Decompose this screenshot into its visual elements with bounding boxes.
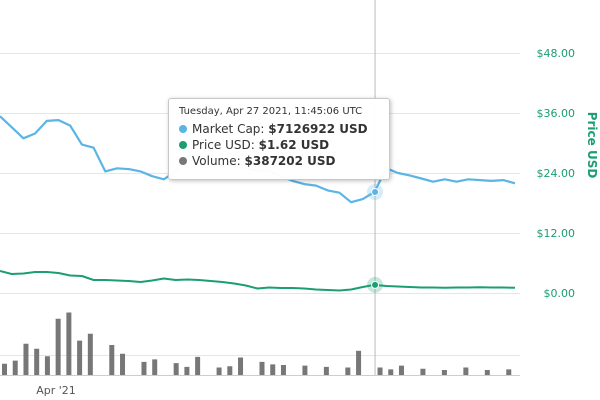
volume-bar [238, 357, 244, 375]
tooltip-row-market-cap: Market Cap: $7126922 USD [179, 121, 379, 137]
volume-bar [345, 367, 351, 375]
volume-bar [152, 359, 158, 375]
volume-bar [184, 366, 190, 375]
volume-bar [173, 363, 179, 375]
volume-bar [44, 356, 50, 375]
volume-bar [120, 353, 126, 375]
volume-bar [259, 361, 265, 375]
volume-bar [463, 367, 469, 375]
tooltip-row-volume: Volume: $387202 USD [179, 153, 379, 169]
volume-bar [66, 312, 72, 375]
volume-bar [484, 370, 490, 375]
volume-bar [195, 356, 201, 375]
volume-bar [270, 364, 276, 375]
y-tick-label: $12.00 [537, 227, 576, 240]
volume-bar [227, 366, 233, 375]
volume-bar [420, 368, 426, 375]
tooltip-row-price: Price USD: $1.62 USD [179, 137, 379, 153]
tooltip-date: Tuesday, Apr 27 2021, 11:45:06 UTC [179, 106, 363, 117]
volume-bar [55, 318, 61, 375]
volume-bar [34, 348, 40, 375]
volume-bar [216, 367, 222, 375]
price-line [0, 270, 516, 292]
chart-tooltip: Tuesday, Apr 27 2021, 11:45:06 UTC Marke… [168, 98, 390, 180]
volume-bar [441, 370, 447, 375]
volume-bar [302, 365, 308, 375]
tooltip-value: $7126922 USD [268, 122, 368, 136]
y-axis-title: Price USD [585, 112, 599, 179]
y-tick-label: $0.00 [544, 287, 576, 300]
tooltip-label: Price USD: [192, 138, 255, 152]
volume-bar [323, 366, 329, 375]
volume-bar [12, 360, 18, 375]
volume-bar [388, 369, 394, 375]
price-dot-icon [179, 141, 187, 149]
volume-bar [2, 363, 7, 375]
volume-bar [87, 333, 93, 375]
volume-bar [109, 345, 115, 375]
market-cap-dot-icon [179, 125, 187, 133]
volume-bar [280, 365, 286, 375]
volume-bar [356, 350, 362, 375]
tooltip-value: $387202 USD [244, 154, 336, 168]
tooltip-label: Volume: [192, 154, 241, 168]
tooltip-label: Market Cap: [192, 122, 265, 136]
volume-bar [141, 361, 147, 375]
volume-bar [398, 365, 404, 375]
y-tick-label: $24.00 [537, 167, 576, 180]
volume-dot-icon [179, 157, 187, 165]
volume-bar [23, 343, 29, 375]
volume-bar [77, 340, 83, 375]
volume-bar [377, 367, 383, 375]
y-tick-label: $36.00 [537, 107, 576, 120]
x-tick-label: Apr '21 [36, 384, 76, 397]
y-tick-label: $48.00 [537, 47, 576, 60]
price-hover-point [371, 280, 380, 289]
tooltip-value: $1.62 USD [258, 138, 330, 152]
market-cap-hover-point [371, 187, 380, 196]
volume-bar [506, 369, 512, 375]
